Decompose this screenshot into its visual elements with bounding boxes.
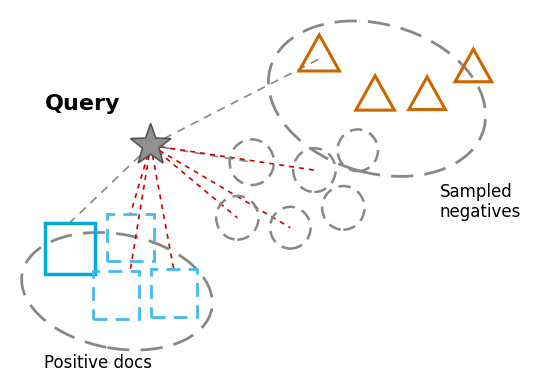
Bar <box>151 269 197 317</box>
Polygon shape <box>131 124 171 163</box>
Text: Query: Query <box>45 93 120 114</box>
Bar <box>93 271 139 319</box>
Text: Positive docs: Positive docs <box>44 354 152 372</box>
Text: Sampled
negatives: Sampled negatives <box>440 182 521 221</box>
Bar <box>108 214 153 261</box>
Bar <box>45 223 95 274</box>
